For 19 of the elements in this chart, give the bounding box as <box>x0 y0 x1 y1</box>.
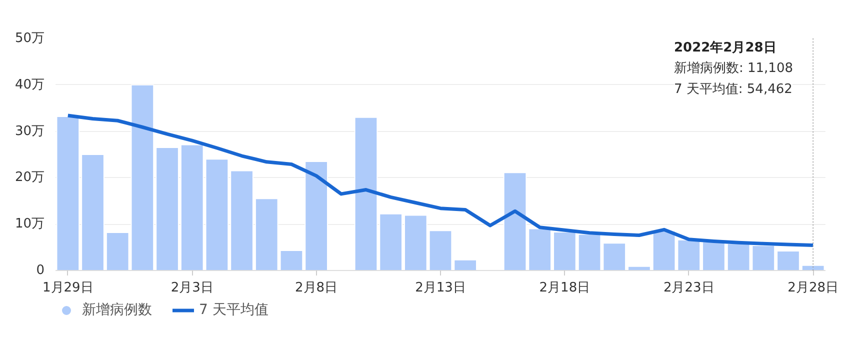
x-tick-label: 2月18日 <box>539 280 590 296</box>
y-tick-label: 10万 <box>14 216 45 232</box>
x-tick-label: 2月3日 <box>170 280 214 296</box>
x-tick-label: 2月23日 <box>663 280 714 296</box>
y-tick-label: 40万 <box>14 77 45 92</box>
y-tick-label: 50万 <box>14 31 45 46</box>
x-tick-label: 2月28日 <box>788 280 838 296</box>
y-tick-label: 0 <box>36 263 45 278</box>
x-tick-label: 1月29日 <box>42 280 94 296</box>
annotation: 2022年2月28日 <box>674 40 776 56</box>
legend-label: 7 天平均值 <box>199 301 268 319</box>
y-tick-label: 20万 <box>14 170 45 186</box>
y-tick-label: 30万 <box>14 124 45 139</box>
x-tick-label: 2月13日 <box>415 280 466 296</box>
legend-label: 新增病例数 <box>82 301 152 319</box>
x-tick-label: 2月8日 <box>295 280 338 296</box>
annotation: 新增病例数: 11,108 <box>674 61 793 76</box>
annotation: 7 天平均值: 54,462 <box>674 82 792 98</box>
line-series <box>66 114 815 247</box>
